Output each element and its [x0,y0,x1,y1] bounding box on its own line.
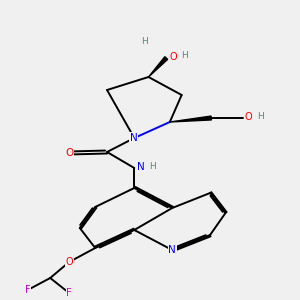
Text: O: O [170,52,178,62]
Text: N: N [130,133,138,143]
Text: H: H [182,51,188,60]
Text: O: O [245,112,252,122]
Polygon shape [148,57,168,77]
Text: N: N [168,245,176,255]
Text: H: H [149,162,156,171]
Text: O: O [65,148,73,158]
Text: F: F [66,288,72,298]
Text: N: N [137,162,145,172]
Polygon shape [170,116,212,122]
Text: O: O [65,257,73,267]
Text: F: F [25,285,31,295]
Text: H: H [257,112,264,121]
Text: H: H [142,38,148,46]
